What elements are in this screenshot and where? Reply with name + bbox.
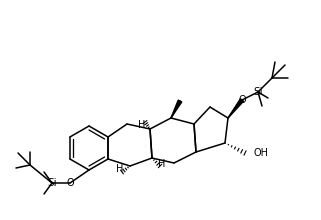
Text: H: H bbox=[158, 159, 166, 169]
Text: H: H bbox=[116, 164, 124, 174]
Text: Si: Si bbox=[253, 87, 263, 97]
Text: H: H bbox=[138, 120, 146, 130]
Polygon shape bbox=[171, 100, 182, 118]
Text: O: O bbox=[238, 95, 246, 105]
Text: OH: OH bbox=[253, 148, 268, 158]
Polygon shape bbox=[228, 99, 244, 118]
Text: Si: Si bbox=[47, 178, 57, 188]
Text: O: O bbox=[66, 178, 74, 188]
